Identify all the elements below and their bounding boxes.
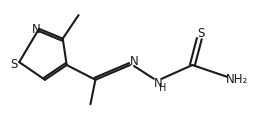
- Text: N: N: [130, 55, 138, 68]
- Text: N: N: [153, 77, 162, 90]
- Text: N: N: [32, 23, 40, 36]
- Text: S: S: [198, 27, 205, 40]
- Text: H: H: [159, 83, 166, 93]
- Text: NH₂: NH₂: [226, 73, 248, 86]
- Text: S: S: [10, 58, 18, 71]
